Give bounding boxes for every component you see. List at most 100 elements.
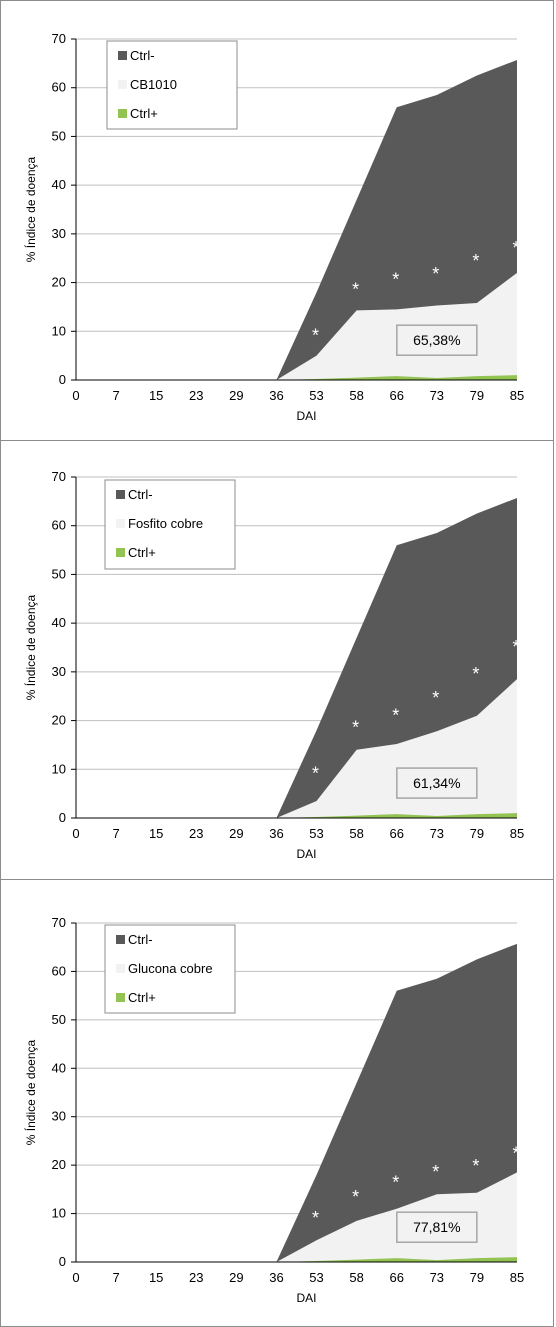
percentage-box <box>396 1211 478 1243</box>
y-tick-label: 60 <box>52 963 66 978</box>
y-tick-label: 40 <box>52 1060 66 1075</box>
chart-panel-glucona-cobre: 0 10 20 30 40 50 60 70 0 7 15 23 29 36 53 58 66 73 79 85 DAI… <box>0 879 554 1327</box>
legend-swatch <box>116 993 125 1002</box>
x-tick-label: 0 <box>72 1270 79 1285</box>
y-tick-label: 30 <box>52 664 66 679</box>
legend-swatch <box>116 935 125 944</box>
legend-box <box>106 40 238 130</box>
x-tick-label: 29 <box>229 826 243 841</box>
y-tick-label: 20 <box>52 713 66 728</box>
x-tick-label: 85 <box>510 1270 524 1285</box>
x-tick-label: 15 <box>149 826 163 841</box>
y-tick-label: 50 <box>52 1012 66 1027</box>
legend-label: Ctrl+ <box>128 545 156 560</box>
area-ctrl- <box>76 943 517 1262</box>
y-tick-label: 20 <box>52 275 66 290</box>
significance-star: * <box>512 238 519 258</box>
chart-panel-cb1010: 0 10 20 30 40 50 60 70 0 7 15 23 29 36 53 58 66 73 79 85 DAI… <box>0 0 554 441</box>
legend-label: Ctrl+ <box>130 106 158 121</box>
x-tick-label: 0 <box>72 826 79 841</box>
x-tick-label: 79 <box>470 1270 484 1285</box>
x-tick-label: 79 <box>470 388 484 403</box>
significance-star: * <box>512 1144 519 1164</box>
y-tick-label: 10 <box>52 1206 66 1221</box>
x-tick-label: 23 <box>189 826 203 841</box>
y-tick-label: 40 <box>52 615 66 630</box>
area-ctrl- <box>76 813 517 818</box>
legend-swatch <box>116 964 125 973</box>
x-tick-label: 85 <box>510 388 524 403</box>
x-axis-label: DAI <box>296 409 316 423</box>
y-tick-label: 50 <box>52 128 66 143</box>
y-tick-label: 60 <box>52 80 66 95</box>
legend-box <box>104 479 236 570</box>
x-tick-label: 0 <box>72 388 79 403</box>
chart-panel-fosfito-cobre: 0 10 20 30 40 50 60 70 0 7 15 23 29 36 53 58 66 73 79 85 DAI… <box>0 440 554 880</box>
significance-star: * <box>392 705 399 725</box>
legend-label: Ctrl+ <box>128 990 156 1005</box>
y-axis-label: % Índice de doença <box>23 1039 38 1145</box>
x-tick-label: 79 <box>470 826 484 841</box>
y-tick-label: 10 <box>52 761 66 776</box>
x-tick-label: 36 <box>269 826 283 841</box>
x-tick-label: 23 <box>189 1270 203 1285</box>
legend-label: CB1010 <box>130 77 177 92</box>
x-tick-label: 66 <box>389 1270 403 1285</box>
significance-star: * <box>352 1187 359 1207</box>
percentage-box <box>396 767 478 799</box>
area-ctrl- <box>76 375 517 380</box>
y-tick-label: 10 <box>52 323 66 338</box>
significance-star: * <box>512 637 519 657</box>
x-tick-label: 7 <box>112 388 119 403</box>
significance-star: * <box>432 688 439 708</box>
x-tick-label: 66 <box>389 826 403 841</box>
x-tick-label: 53 <box>309 826 323 841</box>
legend-label: Ctrl- <box>128 932 153 947</box>
x-tick-label: 73 <box>430 388 444 403</box>
x-tick-label: 66 <box>389 388 403 403</box>
x-tick-label: 73 <box>430 1270 444 1285</box>
y-tick-label: 70 <box>52 915 66 930</box>
significance-star: * <box>392 270 399 290</box>
area-chart-fosfito-cobre: 0 10 20 30 40 50 60 70 0 7 15 23 29 36 53 58 66 73 79 85 DAI… <box>23 469 524 861</box>
legend-box <box>104 924 236 1014</box>
legend-swatch <box>116 490 125 499</box>
area-ctrl- <box>76 1257 517 1262</box>
percentage-label: 77,81% <box>413 1219 460 1235</box>
x-tick-label: 15 <box>149 388 163 403</box>
x-tick-label: 29 <box>229 388 243 403</box>
significance-star: * <box>472 664 479 684</box>
legend-swatch <box>118 51 127 60</box>
significance-star: * <box>352 279 359 299</box>
x-tick-label: 7 <box>112 826 119 841</box>
significance-star: * <box>312 326 319 346</box>
x-tick-label: 73 <box>430 826 444 841</box>
x-tick-label: 36 <box>269 388 283 403</box>
percentage-label: 65,38% <box>413 332 460 348</box>
area-ctrl- <box>76 59 517 380</box>
y-tick-label: 70 <box>52 469 66 484</box>
legend-swatch <box>118 109 127 118</box>
y-tick-label: 0 <box>59 1254 66 1269</box>
y-tick-label: 30 <box>52 226 66 241</box>
significance-star: * <box>432 264 439 284</box>
legend-label: Glucona cobre <box>128 961 213 976</box>
area-ctrl- <box>76 497 517 818</box>
x-tick-label: 58 <box>349 1270 363 1285</box>
y-tick-label: 50 <box>52 566 66 581</box>
x-tick-label: 15 <box>149 1270 163 1285</box>
x-axis-label: DAI <box>296 847 316 861</box>
legend-swatch <box>118 80 127 89</box>
y-tick-label: 70 <box>52 31 66 46</box>
percentage-box <box>396 324 478 356</box>
significance-star: * <box>392 1173 399 1193</box>
x-tick-label: 85 <box>510 826 524 841</box>
x-tick-label: 53 <box>309 1270 323 1285</box>
y-tick-label: 40 <box>52 177 66 192</box>
y-tick-label: 0 <box>59 372 66 387</box>
area-chart-glucona-cobre: 0 10 20 30 40 50 60 70 0 7 15 23 29 36 53 58 66 73 79 85 DAI… <box>23 915 524 1305</box>
x-tick-label: 36 <box>269 1270 283 1285</box>
x-tick-label: 29 <box>229 1270 243 1285</box>
legend-swatch <box>116 519 125 528</box>
significance-star: * <box>352 717 359 737</box>
